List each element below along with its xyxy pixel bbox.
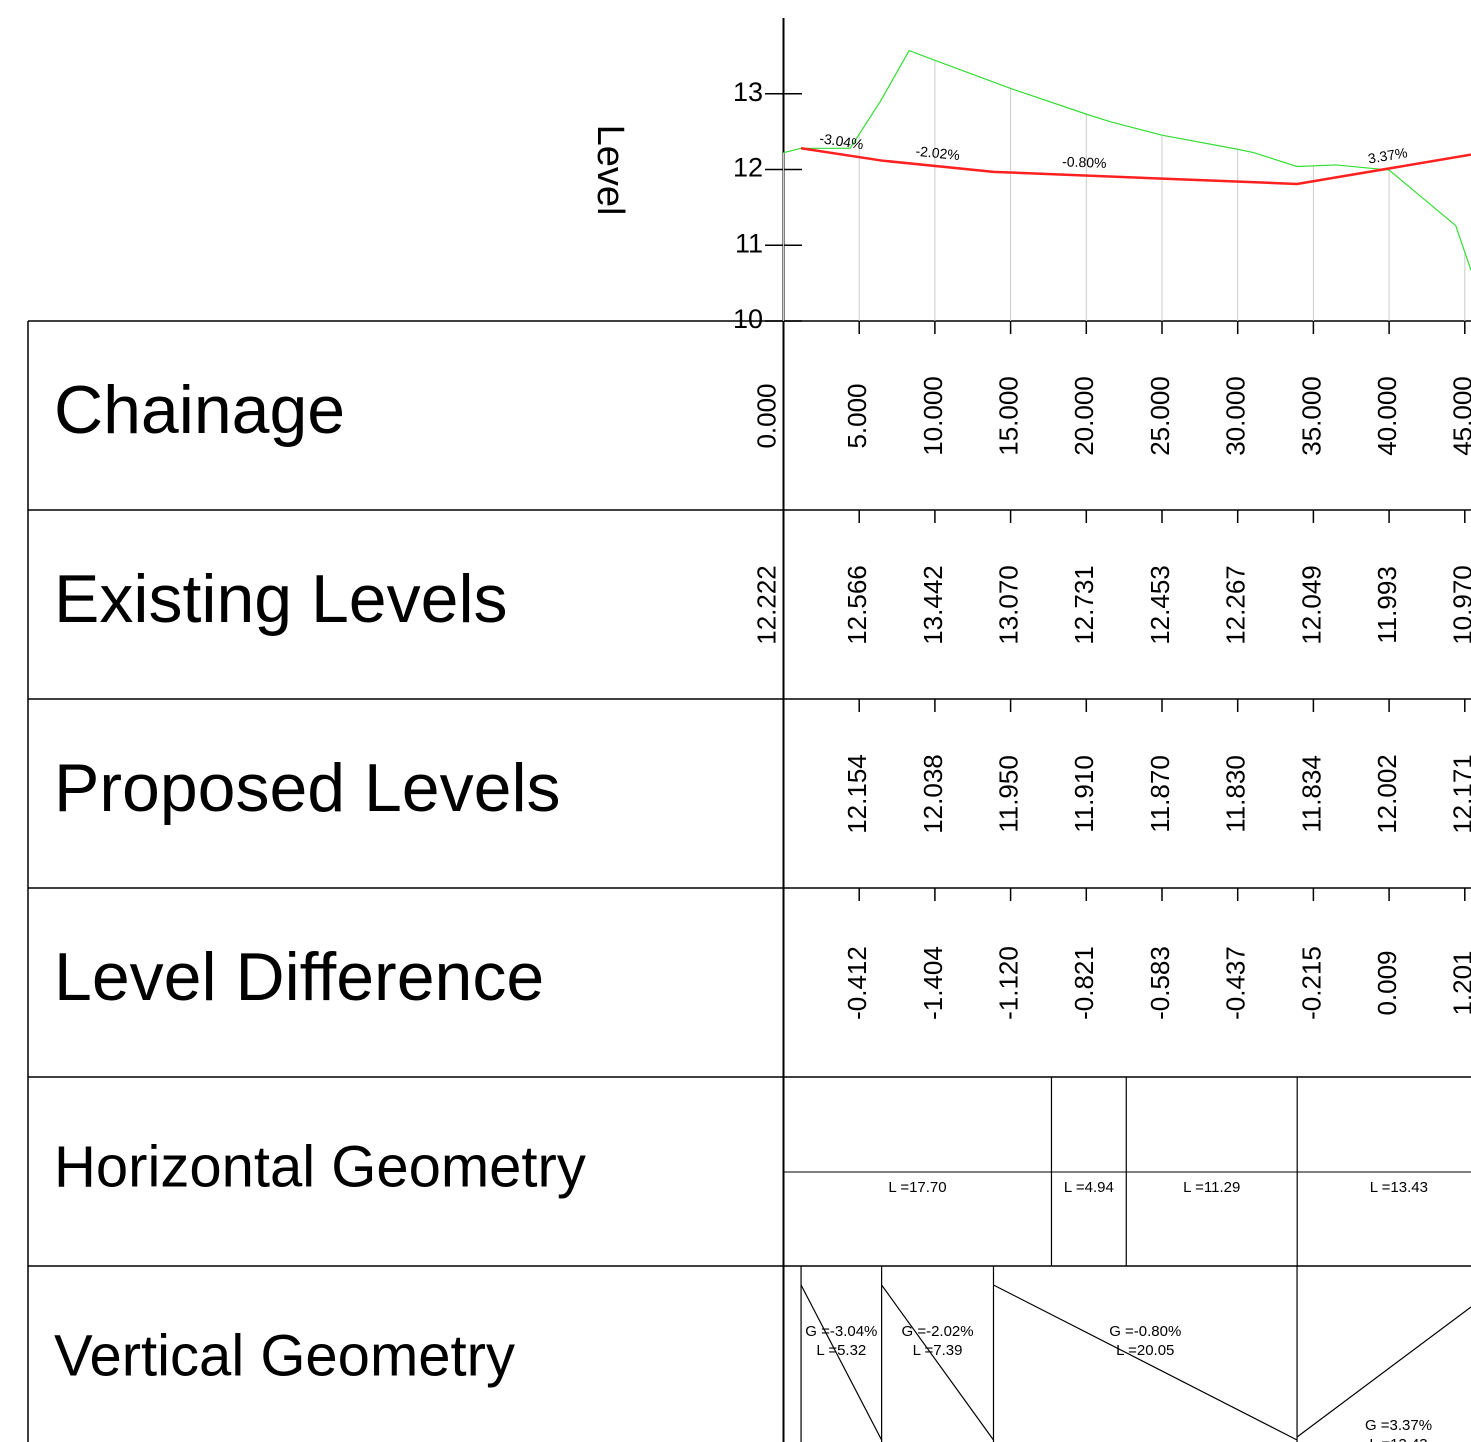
- row-title: Vertical Geometry: [54, 1323, 515, 1388]
- row-value: 12.171: [1448, 754, 1471, 834]
- row-title: Existing Levels: [54, 561, 508, 637]
- row-value: 12.566: [842, 565, 872, 645]
- profile-grade-label: -3.04%: [818, 130, 864, 152]
- vg-grade-label: G =-2.02%: [901, 1323, 973, 1340]
- x-tick-label: 10.000: [918, 376, 948, 456]
- profile-grade-label: 3.37%: [1367, 144, 1409, 166]
- x-tick-label: 25.000: [1145, 376, 1175, 456]
- row-value: -0.821: [1069, 946, 1099, 1020]
- row-value: -0.437: [1221, 946, 1251, 1020]
- row-value: 11.993: [1372, 566, 1402, 644]
- row-value: 11.950: [993, 755, 1023, 833]
- row-value: -0.412: [842, 946, 872, 1020]
- vg-grade-label: G =-3.04%: [805, 1323, 877, 1340]
- row-value: 11.910: [1069, 755, 1099, 833]
- row-value: 0.009: [1372, 950, 1402, 1015]
- y-tick-label: 11: [735, 228, 763, 258]
- y-axis-label: Level: [589, 125, 631, 216]
- y-tick-label: 13: [733, 77, 763, 107]
- hg-length-label: L =11.29: [1183, 1179, 1240, 1196]
- profile-grade-label: -2.02%: [915, 143, 961, 163]
- hg-length-label: L =4.94: [1064, 1179, 1114, 1196]
- row-title: Proposed Levels: [54, 750, 561, 826]
- vg-grade-label: G =3.37%: [1365, 1417, 1432, 1434]
- row-value: 11.870: [1145, 755, 1175, 833]
- x-tick-label: 5.000: [842, 383, 872, 448]
- row-value: 12.222: [751, 565, 781, 645]
- row-value: -1.404: [918, 946, 948, 1020]
- profile-grade-label: -0.80%: [1062, 153, 1107, 171]
- y-tick-label: 10: [733, 304, 763, 334]
- hg-length-label: L =13.43: [1370, 1179, 1428, 1196]
- row-value: 12.453: [1145, 565, 1175, 645]
- row-value: 12.049: [1296, 565, 1326, 645]
- row-value: 12.002: [1372, 754, 1402, 834]
- profile-line: [783, 49, 1471, 271]
- row-value: 12.731: [1069, 565, 1099, 645]
- x-tick-label: 45.000: [1448, 376, 1471, 456]
- row-value: 13.442: [918, 565, 948, 645]
- vg-length-label: L =7.39: [913, 1342, 963, 1359]
- profile-line: [800, 147, 1471, 186]
- row-value: 12.038: [918, 754, 948, 834]
- vg-length-label: L =5.32: [816, 1342, 866, 1359]
- vg-length-label: L =13.43: [1369, 1436, 1427, 1442]
- x-tick-label: 20.000: [1069, 376, 1099, 456]
- row-value: 11.834: [1296, 755, 1326, 833]
- row-title: Chainage: [54, 372, 345, 448]
- row-value: 10.970: [1448, 565, 1471, 645]
- vg-grade-line: [881, 1284, 994, 1441]
- y-tick-label: 12: [733, 153, 763, 183]
- row-value: 12.154: [842, 754, 872, 834]
- x-tick-label: 35.000: [1296, 376, 1326, 456]
- row-value: -0.215: [1296, 946, 1326, 1020]
- hg-length-label: L =17.70: [888, 1179, 946, 1196]
- vg-grade-label: G =-0.80%: [1109, 1323, 1181, 1340]
- row-value: 1.201: [1448, 950, 1471, 1015]
- vg-grade-line: [993, 1284, 1298, 1441]
- row-title: Horizontal Geometry: [54, 1134, 586, 1199]
- row-value: 11.830: [1221, 755, 1251, 833]
- vg-length-label: L =20.05: [1116, 1342, 1174, 1359]
- x-tick-label: 30.000: [1221, 376, 1251, 456]
- x-tick-label: 0.000: [751, 383, 781, 448]
- vg-grade-line: [800, 1284, 883, 1441]
- x-tick-label: 40.000: [1372, 376, 1402, 456]
- row-value: 12.267: [1221, 565, 1251, 645]
- row-title: Level Difference: [54, 939, 544, 1015]
- x-tick-label: 15.000: [993, 376, 1023, 456]
- row-value: 13.070: [993, 565, 1023, 645]
- vg-grade-line: [1296, 1306, 1471, 1438]
- row-value: -1.120: [993, 946, 1023, 1020]
- row-value: -0.583: [1145, 946, 1175, 1020]
